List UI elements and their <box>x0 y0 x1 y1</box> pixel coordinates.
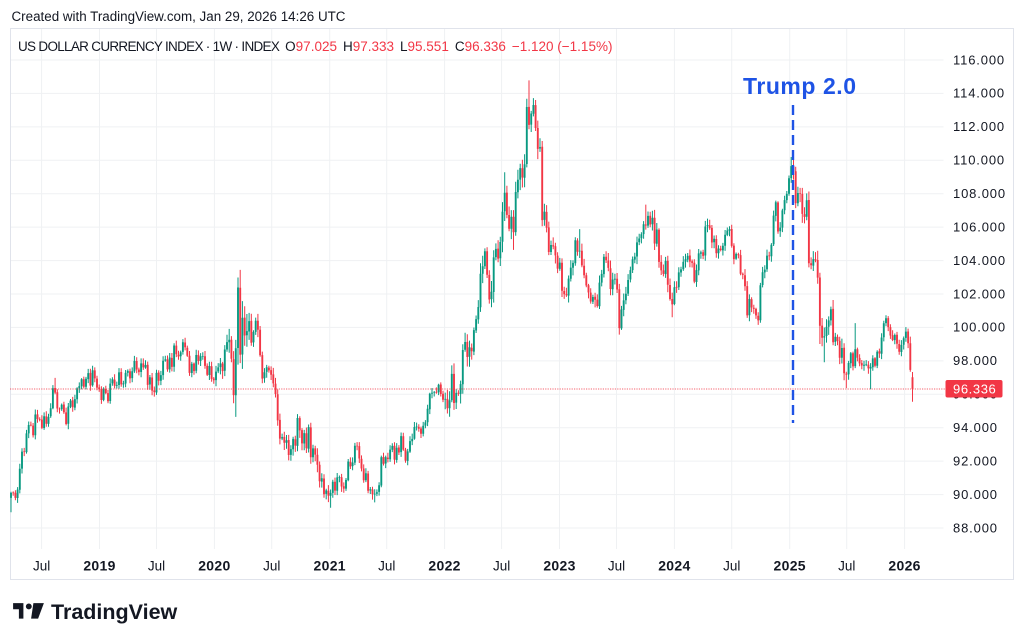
svg-text:96.336: 96.336 <box>953 382 996 397</box>
svg-text:Jul: Jul <box>838 559 855 574</box>
svg-text:2020: 2020 <box>198 558 230 574</box>
svg-text:100.000: 100.000 <box>953 320 1006 335</box>
svg-text:Jul: Jul <box>33 559 50 574</box>
svg-text:92.000: 92.000 <box>953 453 998 468</box>
svg-text:Jul: Jul <box>608 559 625 574</box>
svg-text:2021: 2021 <box>314 558 346 574</box>
svg-text:2026: 2026 <box>888 558 920 574</box>
svg-text:2022: 2022 <box>428 558 460 574</box>
svg-text:Jul: Jul <box>723 559 740 574</box>
svg-text:114.000: 114.000 <box>953 86 1005 101</box>
svg-text:104.000: 104.000 <box>953 253 1006 268</box>
svg-text:102.000: 102.000 <box>953 286 1006 301</box>
svg-text:116.000: 116.000 <box>953 52 1005 67</box>
svg-text:112.000: 112.000 <box>953 119 1005 134</box>
svg-text:Jul: Jul <box>493 559 510 574</box>
svg-text:108.000: 108.000 <box>953 186 1006 201</box>
svg-text:2025: 2025 <box>774 558 806 574</box>
svg-text:2019: 2019 <box>83 558 115 574</box>
svg-text:Jul: Jul <box>378 559 395 574</box>
svg-text:88.000: 88.000 <box>953 520 998 535</box>
svg-text:2023: 2023 <box>543 558 575 574</box>
svg-text:110.000: 110.000 <box>953 153 1005 168</box>
svg-text:2024: 2024 <box>658 558 690 574</box>
svg-text:Jul: Jul <box>148 559 165 574</box>
svg-text:94.000: 94.000 <box>953 420 998 435</box>
svg-text:106.000: 106.000 <box>953 219 1006 234</box>
svg-text:98.000: 98.000 <box>953 353 998 368</box>
svg-text:90.000: 90.000 <box>953 487 998 502</box>
svg-text:Jul: Jul <box>263 559 280 574</box>
